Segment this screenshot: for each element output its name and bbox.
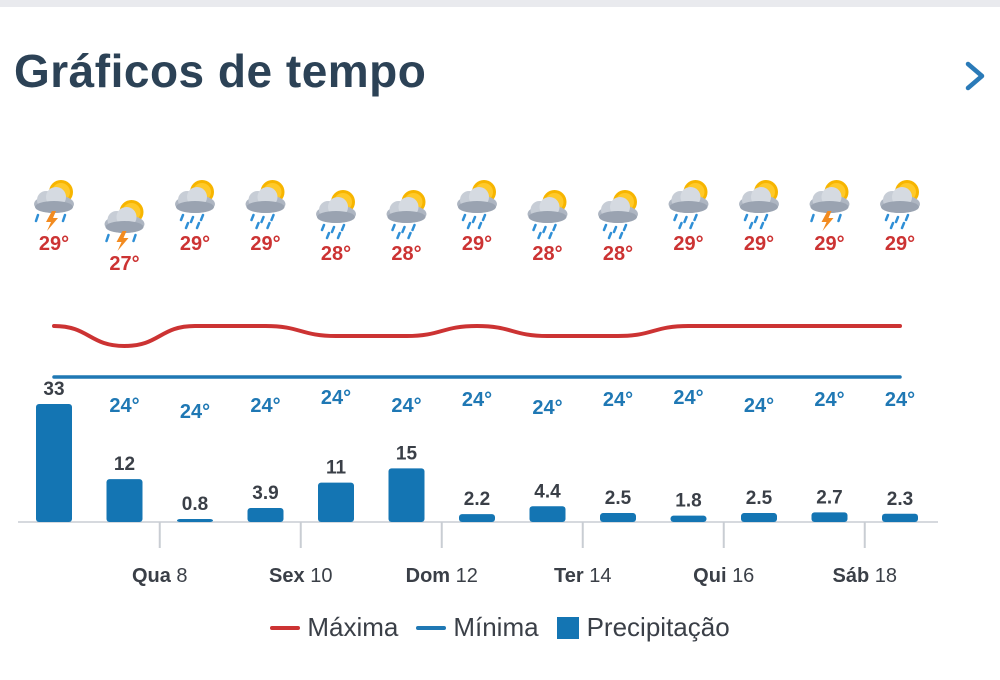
x-tick-label: Dom 12 — [406, 565, 478, 587]
x-tick-label: Sex 10 — [269, 565, 332, 587]
rain-icon — [386, 190, 427, 240]
precip-bar — [529, 506, 566, 522]
precip-bar — [247, 508, 284, 522]
thunderstorm-icon — [104, 200, 145, 251]
x-tick-date: 12 — [456, 565, 478, 587]
x-tick-day: Qua — [132, 565, 176, 587]
precip-label: 2.5 — [746, 488, 773, 509]
rain-icon — [527, 190, 568, 240]
legend-label-precip: Precipitação — [586, 612, 730, 642]
precip-label: 11 — [326, 458, 347, 479]
precip-bar — [36, 404, 72, 522]
max-temp-label: 29° — [39, 233, 69, 255]
min-temp-label: 24° — [180, 401, 210, 423]
precip-bar — [318, 482, 354, 522]
x-tick-date: 8 — [176, 565, 187, 587]
x-tick-day: Qui — [693, 565, 732, 587]
next-button[interactable] — [958, 56, 992, 96]
min-temp-label: 24° — [532, 397, 562, 419]
max-temp-label: 29° — [744, 233, 774, 255]
x-tick-date: 10 — [310, 565, 332, 587]
min-temp-label: 24° — [885, 389, 915, 411]
max-temp-label: 29° — [462, 233, 492, 255]
x-tick-day: Sex — [269, 565, 310, 587]
weather-chart: 29° 27° 29° 29° 28° 28° 29° 28° 28° 29° 29° 29° 29° 2… — [18, 180, 938, 587]
precip-label: 2.2 — [464, 489, 490, 510]
legend-label-max: Máxima — [307, 612, 399, 642]
min-temp-label: 24° — [814, 389, 844, 411]
x-tick-label: Ter 14 — [554, 565, 611, 587]
precip-bar — [811, 512, 848, 522]
top-strip — [0, 0, 1000, 7]
x-tick-date: 14 — [589, 565, 611, 587]
rain-icon — [739, 180, 779, 230]
max-temp-label: 28° — [603, 243, 633, 265]
precip-label: 33 — [43, 379, 64, 400]
x-tick-label: Qui 16 — [693, 565, 754, 587]
precip-label: 0.8 — [182, 494, 208, 515]
precip-bar — [177, 519, 213, 522]
max-temp-label: 29° — [180, 233, 210, 255]
min-temp-label: 24° — [391, 395, 421, 417]
min-temp-label: 24° — [603, 389, 633, 411]
rain-icon — [175, 180, 215, 230]
max-temp-label: 29° — [814, 233, 844, 255]
precip-label: 12 — [114, 454, 135, 475]
rain-icon — [880, 180, 920, 230]
max-temp-label: 28° — [391, 243, 421, 265]
rain-icon — [668, 180, 709, 230]
min-temp-label: 24° — [744, 395, 774, 417]
max-temp-label: 27° — [109, 253, 139, 275]
precip-bar — [670, 515, 707, 522]
precip-label: 2.7 — [816, 487, 842, 508]
x-tick-date: 18 — [875, 565, 897, 587]
precip-label: 1.8 — [675, 491, 701, 512]
precip-bar — [600, 513, 636, 522]
thunderstorm-icon — [34, 180, 74, 231]
legend-item-max: Máxima — [270, 612, 398, 643]
legend-swatch-max — [270, 625, 301, 630]
min-temp-label: 24° — [109, 395, 139, 417]
rain-icon — [245, 180, 286, 230]
chart-legend: Máxima Mínima Precipitação — [0, 612, 1000, 643]
legend-swatch-precip — [556, 616, 579, 639]
precip-label: 15 — [396, 443, 418, 464]
precip-label: 4.4 — [534, 481, 561, 502]
precip-bar — [882, 513, 918, 522]
legend-label-min: Mínima — [453, 612, 539, 642]
precip-bar — [459, 514, 495, 522]
x-tick-day: Ter — [554, 565, 589, 587]
precip-bar — [388, 468, 425, 522]
min-temp-label: 24° — [673, 387, 703, 409]
precip-label: 3.9 — [252, 483, 278, 504]
x-tick-label: Qua 8 — [132, 565, 188, 587]
legend-item-min: Mínima — [416, 612, 539, 643]
page-title: Gráficos de tempo — [14, 45, 427, 97]
rain-icon — [457, 180, 497, 230]
precip-bar — [106, 479, 143, 522]
precip-label: 2.3 — [887, 489, 913, 510]
max-temp-label: 28° — [321, 243, 351, 265]
x-tick-day: Dom — [406, 565, 456, 587]
min-temp-label: 24° — [462, 389, 492, 411]
rain-icon — [598, 190, 638, 240]
legend-item-precip: Precipitação — [556, 612, 730, 643]
max-temp-label: 29° — [885, 233, 915, 255]
x-tick-day: Sáb — [833, 565, 875, 587]
max-temp-label: 29° — [250, 233, 280, 255]
min-temp-label: 24° — [250, 395, 280, 417]
min-temp-label: 24° — [321, 387, 351, 409]
precip-label: 2.5 — [605, 488, 632, 509]
chevron-right-icon — [965, 61, 985, 91]
rain-icon — [316, 190, 356, 240]
x-tick-label: Sáb 18 — [833, 565, 898, 587]
max-temp-line — [52, 323, 902, 349]
legend-swatch-min — [416, 625, 447, 630]
precip-bar — [741, 513, 777, 522]
thunderstorm-icon — [809, 180, 850, 231]
x-tick-date: 16 — [732, 565, 754, 587]
max-temp-label: 29° — [673, 233, 703, 255]
max-temp-label: 28° — [532, 243, 562, 265]
